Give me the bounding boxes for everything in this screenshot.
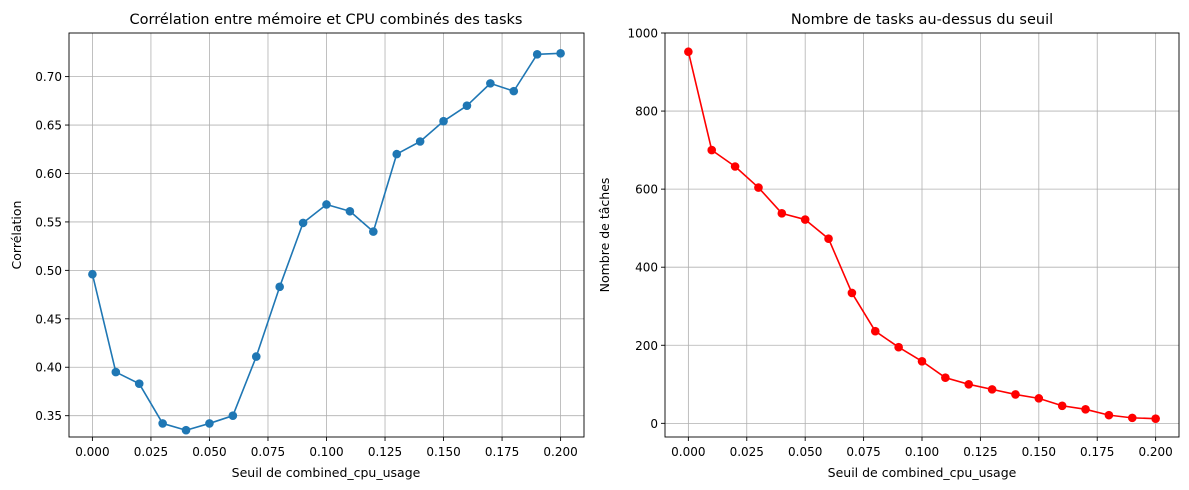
data-point bbox=[369, 227, 378, 236]
data-point bbox=[556, 49, 565, 58]
data-point bbox=[275, 282, 284, 292]
data-point bbox=[1104, 410, 1114, 420]
x-tick-label: 0.175 bbox=[485, 445, 519, 459]
chart-title: Nombre de tasks au-dessus du seuil bbox=[791, 12, 1053, 28]
data-point bbox=[964, 380, 974, 389]
y-tick-label: 400 bbox=[635, 261, 658, 275]
data-point bbox=[941, 373, 950, 382]
x-axis-label: Seuil de combined_cpu_usage bbox=[828, 465, 1017, 480]
x-tick-label: 0.050 bbox=[192, 445, 226, 459]
data-point bbox=[824, 234, 833, 244]
data-point bbox=[158, 419, 167, 428]
series-task-count bbox=[684, 47, 1160, 423]
data-point bbox=[684, 47, 693, 57]
data-point bbox=[870, 326, 880, 336]
x-tick-label: 0.075 bbox=[251, 445, 285, 459]
data-point bbox=[439, 116, 448, 126]
series-correlation bbox=[88, 49, 565, 435]
data-point bbox=[205, 419, 214, 428]
correlation-chart: Corrélation entre mémoire et CPU combiné… bbox=[9, 12, 585, 480]
x-tick-label: 0.200 bbox=[1138, 445, 1172, 459]
data-point bbox=[1011, 390, 1020, 399]
data-point bbox=[228, 411, 238, 420]
axis-ticks: 0.000 0.025 0.050 0.075 0.100 0.125 0.150 0.175… bbox=[35, 70, 577, 459]
data-point bbox=[917, 356, 927, 366]
x-tick-label: 0.150 bbox=[426, 445, 460, 459]
data-point bbox=[847, 288, 857, 298]
x-tick-label: 0.200 bbox=[543, 445, 577, 459]
data-point bbox=[111, 367, 121, 377]
data-point bbox=[777, 209, 787, 218]
x-tick-label: 0.000 bbox=[671, 445, 705, 459]
y-tick-label: 0.50 bbox=[35, 264, 62, 278]
plot-frame bbox=[68, 32, 585, 438]
y-tick-label: 0.40 bbox=[35, 361, 62, 375]
data-point bbox=[509, 86, 519, 96]
y-tick-label: 0.70 bbox=[35, 70, 62, 84]
data-point bbox=[88, 269, 97, 279]
data-point bbox=[800, 215, 810, 224]
data-point bbox=[754, 183, 763, 192]
y-tick-label: 600 bbox=[635, 183, 658, 197]
y-tick-label: 0.60 bbox=[35, 167, 62, 181]
data-point bbox=[251, 352, 261, 361]
data-point bbox=[1034, 394, 1044, 403]
x-tick-label: 0.025 bbox=[730, 445, 764, 459]
x-axis-label: Seuil de combined_cpu_usage bbox=[232, 465, 421, 480]
y-tick-label: 0.35 bbox=[35, 409, 62, 423]
x-tick-label: 0.150 bbox=[1022, 445, 1056, 459]
y-tick-label: 0.65 bbox=[35, 119, 62, 133]
task-count-chart: Nombre de tasks au-dessus du seuil 0.000… bbox=[597, 12, 1180, 480]
data-point bbox=[392, 149, 402, 159]
x-tick-label: 0.175 bbox=[1080, 445, 1114, 459]
data-point bbox=[894, 342, 903, 352]
y-tick-label: 200 bbox=[635, 339, 658, 353]
y-tick-label: 1000 bbox=[627, 27, 658, 41]
data-point bbox=[707, 145, 717, 155]
y-tick-label: 0.45 bbox=[35, 312, 62, 326]
y-axis-label: Nombre de tâches bbox=[597, 178, 612, 293]
x-tick-label: 0.125 bbox=[368, 445, 402, 459]
data-point bbox=[415, 137, 425, 146]
x-tick-label: 0.100 bbox=[309, 445, 343, 459]
axis-ticks: 0.000 0.025 0.050 0.075 0.100 0.125 0.150 0.175… bbox=[627, 27, 1172, 460]
data-point bbox=[1081, 404, 1090, 414]
y-tick-label: 0 bbox=[650, 417, 658, 431]
data-point bbox=[532, 50, 542, 59]
grid-lines bbox=[665, 32, 1179, 437]
data-point bbox=[462, 101, 472, 110]
y-tick-label: 0.55 bbox=[35, 215, 62, 229]
data-point bbox=[486, 79, 495, 88]
data-point bbox=[298, 218, 308, 228]
chart-title: Corrélation entre mémoire et CPU combiné… bbox=[130, 12, 523, 28]
data-point bbox=[1151, 414, 1160, 423]
data-point bbox=[987, 385, 997, 394]
data-point bbox=[181, 425, 191, 435]
x-tick-label: 0.100 bbox=[905, 445, 939, 459]
y-tick-label: 800 bbox=[635, 105, 658, 119]
x-tick-label: 0.075 bbox=[846, 445, 880, 459]
grid-lines bbox=[69, 33, 584, 437]
data-point bbox=[134, 379, 144, 389]
data-point bbox=[730, 162, 740, 171]
data-point bbox=[345, 206, 355, 216]
data-point bbox=[1127, 413, 1137, 423]
x-tick-label: 0.050 bbox=[788, 445, 822, 459]
y-axis-label: Corrélation bbox=[9, 201, 24, 270]
data-point bbox=[1057, 401, 1067, 411]
plot-frame bbox=[664, 32, 1180, 438]
x-tick-label: 0.125 bbox=[963, 445, 997, 459]
x-tick-label: 0.000 bbox=[75, 445, 109, 459]
x-tick-label: 0.025 bbox=[134, 445, 168, 459]
data-point bbox=[322, 200, 331, 209]
